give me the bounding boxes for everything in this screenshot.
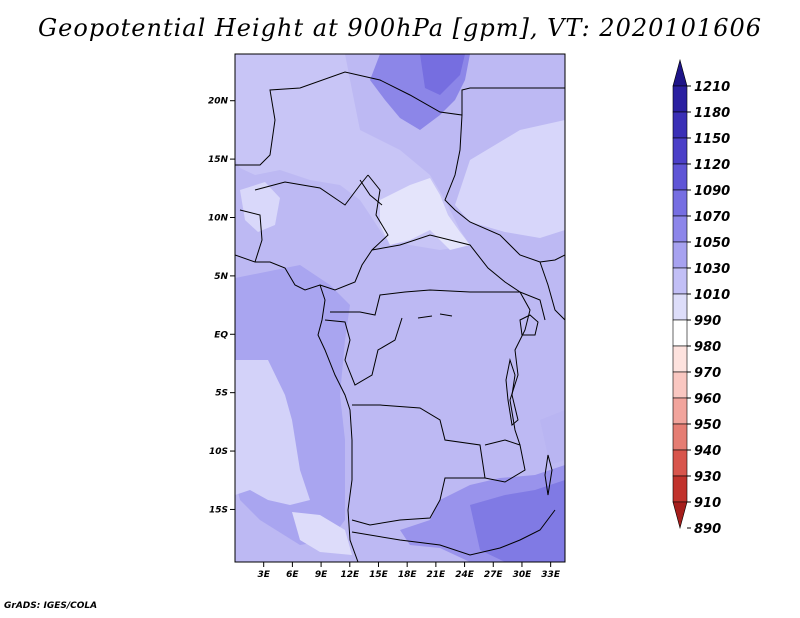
grads-credit: GrADS: IGES/COLA bbox=[4, 601, 98, 611]
border-gabon-congo bbox=[324, 317, 403, 386]
colorbar-label: 1030 bbox=[694, 262, 730, 277]
map-field bbox=[235, 54, 565, 562]
y-tick-label: 10N bbox=[208, 213, 229, 223]
colorbar-swatch bbox=[672, 371, 688, 399]
field-ocean-lightest bbox=[292, 512, 352, 555]
map-frame bbox=[234, 53, 566, 563]
lakes-north-drc bbox=[417, 313, 453, 319]
colorbar-swatch bbox=[672, 345, 688, 373]
border-cameroon-south bbox=[330, 289, 546, 321]
x-tick-label: 15E bbox=[369, 570, 389, 580]
colorbar-label: 930 bbox=[694, 470, 721, 485]
lake-tanganyika bbox=[505, 358, 519, 426]
colorbar-swatch bbox=[672, 189, 688, 217]
colorbar-label: 1010 bbox=[694, 288, 730, 303]
border-east bbox=[539, 261, 565, 321]
colorbar-swatch bbox=[672, 163, 688, 191]
colorbar-bottom-arrow bbox=[672, 501, 688, 530]
y-tick-label: EQ bbox=[214, 330, 228, 340]
colorbar-label: 1150 bbox=[694, 132, 730, 147]
y-tick-label: 15S bbox=[209, 505, 228, 515]
colorbar-swatch bbox=[672, 241, 688, 269]
colorbar-top-arrow bbox=[672, 58, 688, 87]
colorbar-label: 1180 bbox=[694, 106, 730, 121]
colorbar-label: 1050 bbox=[694, 236, 730, 251]
field-lightest-se-coast bbox=[540, 410, 565, 465]
country-boundaries bbox=[235, 71, 565, 562]
colorbar-swatch bbox=[672, 293, 688, 321]
border-car bbox=[371, 234, 521, 293]
x-axis: 3E 6E 9E 12E 15E 18E 21E 24E 27E 30E 33E bbox=[257, 562, 561, 580]
colorbar-label: 1070 bbox=[694, 210, 730, 225]
lake-malawi bbox=[544, 454, 553, 496]
nile-region bbox=[359, 179, 383, 206]
x-tick-label: 21E bbox=[427, 570, 447, 580]
colorbar-swatch bbox=[672, 397, 688, 425]
field-lightest-patch-center bbox=[380, 178, 470, 250]
x-tick-label: 33E bbox=[541, 570, 561, 580]
colorbar-label: 1090 bbox=[694, 184, 730, 199]
lake-victoria bbox=[519, 314, 539, 336]
chart-title: Geopotential Height at 900hPa [gpm], VT:… bbox=[38, 14, 762, 42]
border-zambia bbox=[484, 439, 526, 483]
field-darker-north bbox=[420, 54, 465, 95]
x-tick-label: 9E bbox=[315, 570, 328, 580]
x-tick-label: 12E bbox=[340, 570, 360, 580]
colorbar-label: 1210 bbox=[694, 80, 730, 95]
colorbar-label: 1120 bbox=[694, 158, 730, 173]
y-tick-label: 5N bbox=[214, 272, 228, 282]
colorbar-label: 980 bbox=[694, 340, 721, 355]
field-light-patch-westcoast bbox=[240, 182, 280, 232]
colorbar-swatch bbox=[672, 449, 688, 477]
colorbar-label: 990 bbox=[694, 314, 721, 329]
colorbar-swatch bbox=[672, 319, 688, 347]
colorbar: 1210 1180 1150 1120 1090 1070 1050 1030 1010 990 9… bbox=[672, 58, 730, 537]
coastline-west bbox=[235, 254, 359, 562]
colorbar-swatch bbox=[672, 137, 688, 165]
border-sudan bbox=[444, 114, 565, 263]
x-tick-label: 3E bbox=[257, 570, 270, 580]
field-light-patch-east bbox=[455, 120, 565, 238]
y-tick-label: 10S bbox=[209, 447, 228, 457]
border-sahel bbox=[235, 71, 565, 166]
colorbar-swatch bbox=[672, 267, 688, 295]
y-tick-label: 15N bbox=[208, 155, 229, 165]
colorbar-label: 970 bbox=[694, 366, 721, 381]
x-tick-label: 27E bbox=[484, 570, 504, 580]
border-drc-east bbox=[509, 291, 531, 446]
colorbar-label: 910 bbox=[694, 496, 721, 511]
colorbar-label: 960 bbox=[694, 392, 721, 407]
x-tick-label: 6E bbox=[286, 570, 299, 580]
colorbar-swatch bbox=[672, 85, 688, 113]
colorbar-label: 950 bbox=[694, 418, 721, 433]
x-tick-label: 24E bbox=[455, 570, 475, 580]
colorbar-swatch bbox=[672, 475, 688, 503]
colorbar-swatch bbox=[672, 423, 688, 451]
colorbar-swatch bbox=[672, 111, 688, 139]
x-tick-label: 30E bbox=[513, 570, 533, 580]
colorbar-swatch bbox=[672, 215, 688, 243]
field-ocean-light bbox=[235, 360, 310, 505]
west-boundary-segment bbox=[239, 209, 263, 263]
y-tick-label: 5S bbox=[215, 389, 228, 399]
colorbar-label: 890 bbox=[694, 522, 721, 537]
colorbar-label: 940 bbox=[694, 444, 721, 459]
y-axis: 20N 15N 10N 5N EQ 5S 10S 15S bbox=[208, 97, 235, 515]
x-tick-label: 18E bbox=[398, 570, 418, 580]
border-nigeria bbox=[254, 174, 369, 206]
border-south-lower bbox=[351, 509, 556, 556]
field-darker-southeast bbox=[470, 480, 565, 562]
y-tick-label: 20N bbox=[208, 97, 229, 107]
